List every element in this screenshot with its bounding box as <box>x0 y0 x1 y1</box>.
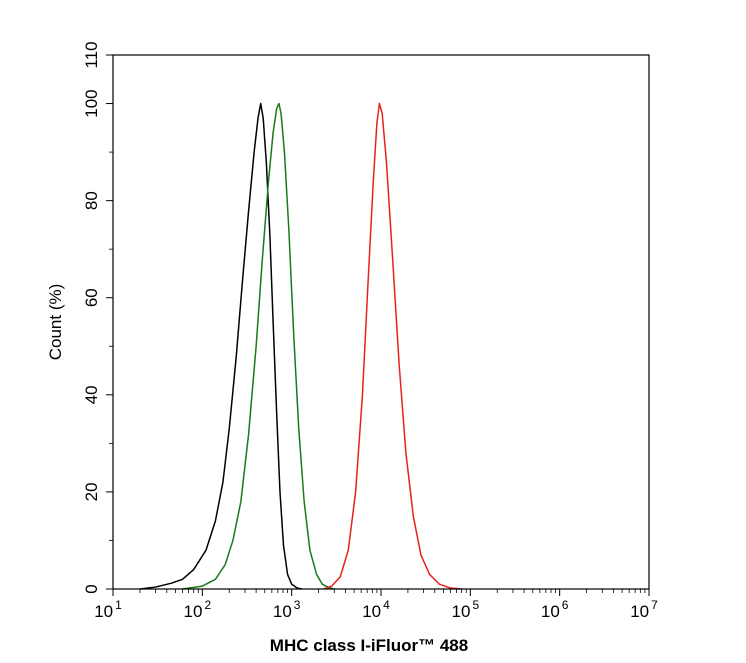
series-line-2 <box>182 102 335 590</box>
series-line-1 <box>139 102 302 590</box>
y-tick-label: 60 <box>82 288 101 307</box>
x-tick-label-exponent: 1 <box>115 598 122 612</box>
y-tick-label: 110 <box>82 41 101 68</box>
x-tick-label: 10 2 <box>184 598 212 621</box>
x-tick-label-exponent: 5 <box>472 598 479 612</box>
x-tick-label-exponent: 6 <box>562 598 569 612</box>
x-tick-label-base: 10 <box>541 602 560 621</box>
x-tick-label: 10 5 <box>452 598 480 621</box>
x-tick-label-base: 10 <box>273 602 292 621</box>
y-tick-label: 100 <box>82 89 101 117</box>
x-axis-title: MHC class I-iFluor™ 488 <box>270 636 468 655</box>
y-tick-label: 20 <box>82 482 101 501</box>
x-tick-label-base: 10 <box>94 602 113 621</box>
x-tick-label: 10 3 <box>273 598 301 621</box>
y-tick-label: 40 <box>82 385 101 404</box>
series-layer <box>139 102 462 590</box>
plot-frame <box>112 54 650 590</box>
x-tick-label-base: 10 <box>630 602 649 621</box>
y-tick-label: 80 <box>82 191 101 210</box>
x-tick-label-exponent: 4 <box>383 598 390 612</box>
x-tick-label-base: 10 <box>184 602 203 621</box>
x-tick-label-exponent: 7 <box>651 598 658 612</box>
series-line-3 <box>323 102 462 590</box>
x-tick-label: 10 6 <box>541 598 569 621</box>
x-tick-label-base: 10 <box>452 602 471 621</box>
y-tick-label: 0 <box>82 584 101 593</box>
x-tick-label-base: 10 <box>362 602 381 621</box>
x-tick-label-exponent: 3 <box>294 598 301 612</box>
x-tick-label: 10 1 <box>94 598 122 621</box>
x-tick-label: 10 4 <box>362 598 390 621</box>
y-axis-title: Count (%) <box>46 284 65 361</box>
x-tick-label-exponent: 2 <box>204 598 211 612</box>
x-tick-label: 10 7 <box>630 598 658 621</box>
